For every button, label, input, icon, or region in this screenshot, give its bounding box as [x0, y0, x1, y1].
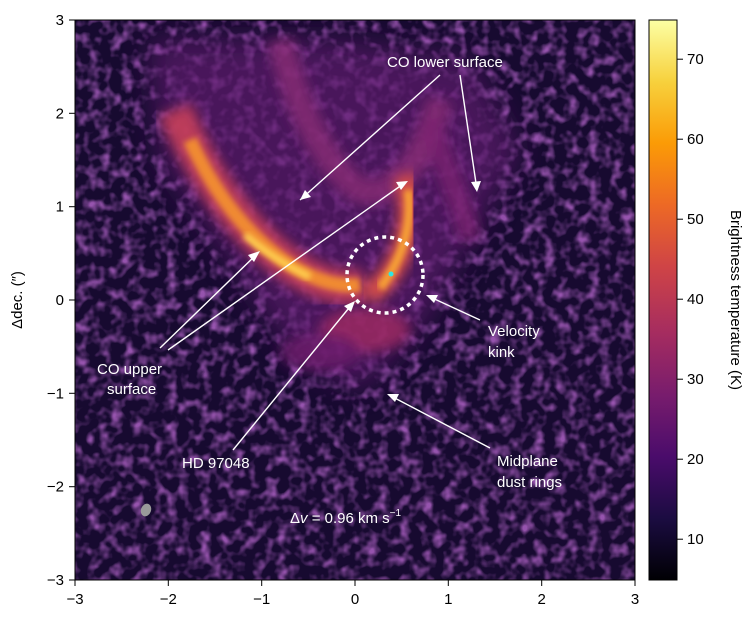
- y-tick-label: 0: [56, 292, 64, 309]
- label-velocity-1: Velocity: [488, 323, 540, 340]
- x-tick-label: 0: [351, 591, 359, 608]
- label-co-lower: CO lower surface: [387, 54, 503, 71]
- colorbar-tick-label: 30: [687, 371, 704, 388]
- label-dust-2: dust rings: [497, 474, 562, 491]
- y-axis-label: Δdec. (″): [9, 271, 26, 329]
- arrow-co-upper-2: [167, 181, 407, 351]
- arrow-velocity-kink: [427, 295, 481, 321]
- arrow-co-upper-1: [159, 252, 259, 349]
- colorbar: 70 60 50 40 30 20 10 Brightness temperat…: [648, 19, 744, 581]
- label-co-upper-1: CO upper: [97, 361, 162, 378]
- midplane-dust-rings: [280, 308, 410, 370]
- star-marker: [388, 271, 394, 277]
- label-dust-1: Midplane: [497, 453, 558, 470]
- colorbar-tick-label: 40: [687, 291, 704, 308]
- x-tick-label: −3: [66, 591, 83, 608]
- x-tick-label: −1: [253, 591, 270, 608]
- colorbar-tick-label: 70: [687, 51, 704, 68]
- y-tick-label: −1: [47, 385, 64, 402]
- label-velocity-resolution: Δv = 0.96 km s−1: [290, 508, 401, 527]
- x-axis: [74, 580, 636, 586]
- annotations: [159, 74, 491, 451]
- colorbar-tick-label: 20: [687, 451, 704, 468]
- arrow-co-lower-1: [299, 74, 441, 201]
- emission-map: [75, 20, 635, 580]
- beam-ellipse: [140, 503, 152, 517]
- arrow-co-lower-2: [459, 74, 478, 191]
- x-tick-label: 1: [444, 591, 452, 608]
- y-tick-label: 1: [56, 199, 64, 216]
- colorbar-label: Brightness temperature (K): [727, 210, 744, 390]
- label-star: HD 97048: [182, 455, 250, 472]
- label-velocity-2: kink: [488, 344, 515, 361]
- y-tick-label: −2: [47, 479, 64, 496]
- y-tick-label: −3: [47, 572, 64, 589]
- x-tick-label: 2: [538, 591, 546, 608]
- colorbar-gradient: [648, 19, 678, 581]
- label-co-upper-2: surface: [107, 381, 156, 398]
- y-tick-label: 3: [56, 12, 64, 29]
- co-upper-surface-emission: [159, 103, 420, 304]
- colorbar-tick-label: 60: [687, 131, 704, 148]
- arrow-dust-rings: [388, 394, 491, 449]
- colorbar-tick-label: 10: [687, 531, 704, 548]
- arrow-star: [232, 302, 354, 451]
- colorbar-tick-label: 50: [687, 211, 704, 228]
- velocity-kink-circle: [345, 235, 425, 315]
- x-tick-label: 3: [631, 591, 639, 608]
- y-axis: [69, 19, 75, 581]
- co-lower-surface-emission: [267, 36, 481, 243]
- y-tick-label: 2: [56, 105, 64, 122]
- x-tick-label: −2: [160, 591, 177, 608]
